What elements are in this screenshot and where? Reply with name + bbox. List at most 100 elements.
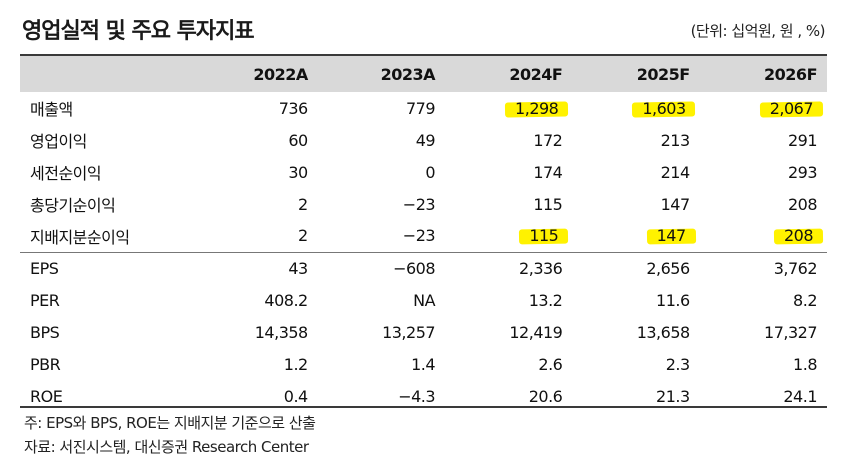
row-label: 영업이익 <box>30 132 87 151</box>
cell-value: 291 <box>787 130 818 150</box>
cell-value: 736 <box>278 98 309 118</box>
table-cell: 408.2 <box>190 284 317 316</box>
table-cell: 147 <box>572 188 699 220</box>
cell-value: 0.4 <box>283 386 308 406</box>
column-header <box>20 56 190 92</box>
row-label: PBR <box>30 354 61 374</box>
cell-value: −23 <box>402 226 436 246</box>
highlighted-value: 115 <box>525 226 562 245</box>
table-row: PBR 1.2 1.4 2.6 2.3 1.8 <box>20 348 827 380</box>
table-cell: 14,358 <box>190 316 317 348</box>
cell-value: 213 <box>660 130 691 150</box>
table-cell: 21.3 <box>572 380 699 412</box>
cell-value: 20.6 <box>528 386 563 406</box>
row-label: 세전순이익 <box>30 164 102 183</box>
cell-value: 147 <box>660 194 691 214</box>
row-label: 지배지분순이익 <box>30 227 130 247</box>
table-cell: 43 <box>190 251 318 284</box>
table-cell: 2.3 <box>572 348 699 380</box>
cell-value: 13.2 <box>528 290 563 310</box>
table-cell: 60 <box>190 124 317 156</box>
highlighted-value: 1,603 <box>638 99 689 118</box>
table-row: 총당기순이익 2 −23 115 147 208 <box>20 188 827 220</box>
table-cell: 13,658 <box>572 316 699 348</box>
row-label: ROE <box>30 386 63 406</box>
cell-value: 24.1 <box>783 386 817 406</box>
table-cell: 12,419 <box>445 316 572 348</box>
row-label: 매출액 <box>30 100 73 119</box>
table-cell: 20.6 <box>445 380 572 412</box>
table-cell: 2,067 <box>700 92 827 124</box>
table-cell: 1.2 <box>190 348 317 380</box>
cell-value: 208 <box>787 194 818 214</box>
cell-value: 60 <box>288 130 308 150</box>
table-cell: 115 <box>445 220 572 252</box>
cell-value: 174 <box>533 162 563 182</box>
table-cell: 208 <box>700 220 827 252</box>
column-header: 2023A <box>380 64 436 84</box>
column-header: 2026F <box>764 64 817 84</box>
table-row: ROE 0.4 −4.3 20.6 21.3 24.1 <box>20 380 827 412</box>
table-cell: 1,603 <box>572 92 699 124</box>
row-label: BPS <box>30 322 60 342</box>
table-cell: 214 <box>572 156 699 188</box>
cell-value: 2 <box>298 194 308 214</box>
table-cell: −4.3 <box>318 380 445 412</box>
table-cell: 0 <box>318 156 445 188</box>
financial-table: 2022A 2023A 2024F 2025F 2026F 매출액 736 779 1… <box>20 56 827 412</box>
table-cell: 8.2 <box>700 284 827 316</box>
cell-value: 3,762 <box>773 258 818 278</box>
table-cell: −23 <box>318 220 445 252</box>
cell-value: 2 <box>298 226 308 246</box>
table-cell: 213 <box>572 124 699 156</box>
page-title: 영업실적 및 주요 투자지표 <box>22 19 255 44</box>
cell-value: 14,358 <box>254 322 308 342</box>
top-rule <box>20 54 827 56</box>
source-note: 자료: 서진시스템, 대신증권 Research Center <box>24 438 309 456</box>
cell-value: 0 <box>425 162 436 182</box>
highlighted-value: 2,067 <box>766 99 817 118</box>
table-cell: 30 <box>190 156 317 188</box>
table-cell: 1,298 <box>445 92 572 124</box>
cell-value: −608 <box>393 258 436 278</box>
row-label: EPS <box>20 251 191 284</box>
table-cell: 0.4 <box>190 380 317 412</box>
table-cell: 172 <box>445 124 572 156</box>
table-cell: 49 <box>318 124 445 156</box>
table-cell: 293 <box>700 156 827 188</box>
table-header-row: 2022A 2023A 2024F 2025F 2026F <box>20 56 827 92</box>
highlighted-value: 208 <box>780 226 817 245</box>
title-row: 영업실적 및 주요 투자지표 (단위: 십억원, 원 , %) <box>20 0 827 54</box>
table-row: 영업이익 60 49 172 213 291 <box>20 124 827 156</box>
cell-value: 779 <box>406 98 436 118</box>
row-label: 총당기순이익 <box>30 196 116 215</box>
cell-value: 8.2 <box>793 290 817 310</box>
table-row: 지배지분순이익 2 −23 115 147 208 <box>20 220 827 252</box>
cell-value: 2,336 <box>519 258 563 278</box>
highlighted-value: 147 <box>653 226 690 245</box>
table-cell: NA <box>318 284 445 316</box>
table-row: EPS 43 −608 2,336 2,656 3,762 <box>20 251 827 284</box>
highlighted-value: 1,298 <box>511 99 562 118</box>
table-row: 매출액 736 779 1,298 1,603 2,067 <box>20 92 827 124</box>
table-cell: 1.8 <box>700 348 827 380</box>
table-cell: 13,257 <box>318 316 445 348</box>
table-cell: 2 <box>190 188 317 220</box>
cell-value: 2.3 <box>665 354 690 374</box>
table-cell: 2 <box>190 220 317 252</box>
table-row: PER 408.2 NA 13.2 11.6 8.2 <box>20 284 827 316</box>
table-cell: 2,656 <box>572 251 700 284</box>
cell-value: 2.6 <box>538 354 563 374</box>
table-cell: 2.6 <box>445 348 572 380</box>
cell-value: 30 <box>288 162 308 182</box>
table-row: BPS 14,358 13,257 12,419 13,658 17,327 <box>20 316 827 348</box>
table-cell: 115 <box>445 188 572 220</box>
unit-label: (단위: 십억원, 원 , %) <box>690 22 826 40</box>
table-cell: 11.6 <box>572 284 699 316</box>
cell-value: 49 <box>415 130 436 150</box>
cell-value: −4.3 <box>398 386 436 406</box>
table-cell: 1.4 <box>318 348 445 380</box>
cell-value: 293 <box>787 162 818 182</box>
cell-value: 1.4 <box>411 354 436 374</box>
